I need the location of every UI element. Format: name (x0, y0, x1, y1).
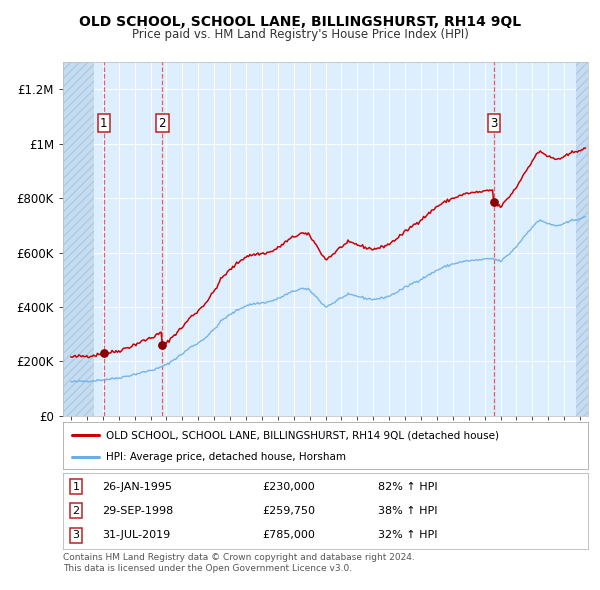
Text: 2: 2 (73, 506, 80, 516)
Text: OLD SCHOOL, SCHOOL LANE, BILLINGSHURST, RH14 9QL (detached house): OLD SCHOOL, SCHOOL LANE, BILLINGSHURST, … (106, 430, 499, 440)
Text: 31-JUL-2019: 31-JUL-2019 (103, 530, 170, 540)
Text: £259,750: £259,750 (263, 506, 316, 516)
Bar (63, 62, 94, 416)
Text: 82% ↑ HPI: 82% ↑ HPI (378, 482, 437, 492)
Text: 38% ↑ HPI: 38% ↑ HPI (378, 506, 437, 516)
Text: 1: 1 (100, 117, 107, 130)
Text: 32% ↑ HPI: 32% ↑ HPI (378, 530, 437, 540)
Point (99, 349, 109, 358)
Text: 2: 2 (158, 117, 166, 130)
Text: £785,000: £785,000 (263, 530, 316, 540)
Text: 29-SEP-1998: 29-SEP-1998 (103, 506, 173, 516)
Text: 3: 3 (490, 117, 497, 130)
Point (158, 340, 167, 350)
Text: OLD SCHOOL, SCHOOL LANE, BILLINGSHURST, RH14 9QL: OLD SCHOOL, SCHOOL LANE, BILLINGSHURST, … (79, 15, 521, 29)
Text: Price paid vs. HM Land Registry's House Price Index (HPI): Price paid vs. HM Land Registry's House … (131, 28, 469, 41)
Text: Contains HM Land Registry data © Crown copyright and database right 2024.
This d: Contains HM Land Registry data © Crown c… (63, 553, 415, 573)
Point (489, 198, 499, 207)
Text: 1: 1 (73, 482, 80, 492)
Text: 3: 3 (73, 530, 80, 540)
Text: 26-JAN-1995: 26-JAN-1995 (103, 482, 172, 492)
Text: £230,000: £230,000 (263, 482, 315, 492)
Bar (576, 62, 588, 416)
Text: HPI: Average price, detached house, Horsham: HPI: Average price, detached house, Hors… (106, 453, 346, 462)
